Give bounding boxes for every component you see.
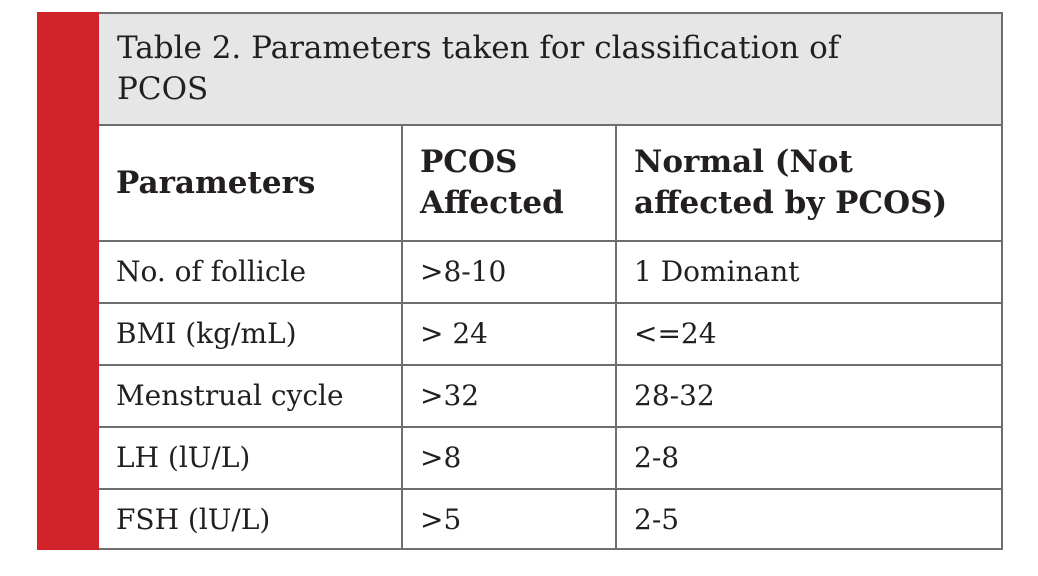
table-row: FSH (lU/L) >5 2-5 bbox=[99, 489, 1001, 549]
pcos-value-cell: >32 bbox=[402, 365, 617, 428]
table-row: No. of follicle >8-10 1 Dominant bbox=[99, 241, 1001, 304]
pcos-value-cell: >5 bbox=[402, 489, 617, 549]
table-row: LH (lU/L) >8 2-8 bbox=[99, 427, 1001, 490]
accent-bar bbox=[37, 12, 99, 550]
normal-value-cell: 28-32 bbox=[616, 365, 1001, 428]
column-header-parameters-label: Parameters bbox=[116, 164, 316, 201]
normal-value-cell: <=24 bbox=[616, 303, 1001, 366]
table-row: Menstrual cycle >32 28-32 bbox=[99, 365, 1001, 428]
table-row: BMI (kg/mL) > 24 <=24 bbox=[99, 303, 1001, 366]
normal-value-cell: 2-5 bbox=[634, 502, 680, 536]
column-header-pcos-line-2: Affected bbox=[420, 185, 564, 221]
column-header-pcos-line-1: PCOS bbox=[420, 144, 518, 180]
pcos-value-cell: > 24 bbox=[402, 303, 617, 366]
table-caption: Table 2. Parameters taken for classifica… bbox=[99, 14, 1001, 126]
pcos-value-cell: >8 bbox=[402, 427, 617, 490]
column-header-normal: Normal (Not affected by PCOS) bbox=[616, 126, 1001, 242]
parameters-table: Parameters PCOS Affected Normal (Not aff… bbox=[99, 126, 1001, 549]
table-header-row: Parameters PCOS Affected Normal (Not aff… bbox=[99, 126, 1001, 242]
parameter-cell: FSH (lU/L) bbox=[99, 489, 403, 549]
pcos-value-cell: >8-10 bbox=[402, 241, 617, 304]
normal-value-cell: 1 Dominant bbox=[616, 241, 1001, 304]
caption-line-2: PCOS bbox=[117, 71, 209, 107]
normal-value-cell: 2-8 bbox=[616, 427, 1001, 490]
table-container: Table 2. Parameters taken for classifica… bbox=[99, 12, 1003, 550]
parameter-cell: Menstrual cycle bbox=[99, 365, 403, 428]
column-header-parameters: Parameters bbox=[99, 126, 403, 242]
parameter-cell: No. of follicle bbox=[99, 241, 403, 304]
column-header-normal-line-1: Normal (Not bbox=[634, 144, 853, 180]
column-header-pcos-affected: PCOS Affected bbox=[402, 126, 617, 242]
parameter-cell: BMI (kg/mL) bbox=[99, 303, 403, 366]
caption-line-1: Table 2. Parameters taken for classifica… bbox=[117, 30, 840, 66]
parameter-cell: LH (lU/L) bbox=[99, 427, 403, 490]
column-header-normal-line-2: affected by PCOS) bbox=[634, 185, 948, 221]
